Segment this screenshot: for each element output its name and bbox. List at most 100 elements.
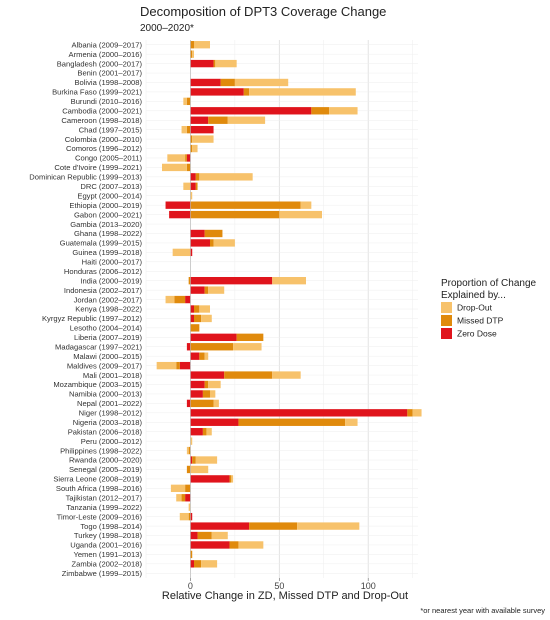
bar-missed-dtp-madagascar-1997-2021: [190, 343, 234, 351]
y-tick-label: Pakistan (2006–2018): [68, 427, 143, 436]
bar-missed-dtp-maldives-2009-2017: [176, 361, 180, 370]
bar-missed-dtp-india-2000-2019: [188, 277, 191, 285]
bar-drop-out-indonesia-2002-2017: [208, 286, 225, 294]
bar-missed-dtp-cameroon-1998-2018: [208, 116, 228, 124]
y-tick-label: Liberia (2007–2019): [74, 333, 142, 342]
bar-zero-dose-kyrgyz-republic-1997-2012: [190, 314, 194, 323]
y-tick-label: Guatemala (1999–2015): [60, 239, 143, 248]
x-axis-label: Relative Change in ZD, Missed DTP and Dr…: [162, 590, 408, 602]
y-tick-label: Chad (1997–2015): [79, 125, 143, 134]
bar-drop-out-mali-2001-2018: [272, 371, 301, 379]
legend-swatch-drop-out: [441, 302, 452, 313]
bar-drop-out-maldives-2009-2017: [156, 361, 177, 370]
y-tick-label: Colombia (2000–2010): [65, 135, 143, 144]
legend-title: Explained by...: [441, 290, 506, 301]
bar-drop-out-chad-1997-2015: [181, 125, 187, 134]
y-tick-label: South Africa (1998–2016): [56, 484, 143, 493]
y-tick-label: Dominican Republic (1999–2013): [29, 173, 142, 182]
bar-drop-out-guatemala-1999-2015: [213, 239, 235, 247]
y-tick-label: Namibia (2000–2013): [69, 390, 143, 399]
bar-drop-out-niger-1998-2012: [412, 409, 422, 417]
y-tick-label: Philippines (1998–2022): [60, 446, 142, 455]
y-tick-label: Senegal (2005–2019): [69, 465, 143, 474]
bar-zero-dose-drc-2007-2013: [190, 182, 196, 190]
bar-zero-dose-india-2000-2019: [190, 277, 273, 285]
bar-zero-dose-burkina-faso-1999-2021: [190, 88, 244, 96]
y-tick-label: Ghana (1998–2022): [74, 229, 142, 238]
bar-drop-out-jordan-2002-2017: [165, 295, 175, 304]
y-tick-label: Malawi (2000–2015): [73, 352, 142, 361]
bar-missed-dtp-jordan-2002-2017: [174, 295, 186, 304]
bars: [156, 40, 422, 578]
bar-missed-dtp-bangladesh-2000-2017: [213, 59, 216, 68]
bar-zero-dose-madagascar-1997-2021: [186, 343, 191, 351]
bar-drop-out-dominican-republic-1999-2013: [199, 173, 253, 181]
bar-missed-dtp-zambia-2002-2018: [194, 560, 202, 568]
legend-swatch-missed-dtp: [441, 315, 452, 326]
y-tick-label: Albania (2009–2017): [71, 40, 142, 49]
bar-drop-out-armenia-2000-2016: [192, 50, 194, 58]
bar-zero-dose-congo-2005-2011: [186, 154, 191, 162]
bar-drop-out-kyrgyz-republic-1997-2012: [201, 314, 212, 323]
bar-zero-dose-mozambique-2003-2015: [190, 380, 205, 389]
bar-missed-dtp-chad-1997-2015: [186, 125, 191, 134]
y-tick-label: Armenia (2000–2016): [69, 50, 143, 59]
bar-missed-dtp-kenya-1998-2022: [194, 305, 200, 313]
bar-drop-out-guinea-1999-2018: [172, 248, 191, 257]
bar-missed-dtp-cambodia-2000-2021: [311, 107, 330, 115]
bar-drop-out-india-2000-2019: [272, 277, 306, 285]
x-tick-label: 50: [274, 581, 284, 591]
legend-label-drop-out: Drop-Out: [457, 303, 493, 313]
bar-drop-out-tajikistan-2012-2017: [176, 494, 182, 502]
y-tick-label: Zimbabwe (1999–2015): [62, 569, 143, 578]
y-tick-label: Nepal (2001–2022): [77, 399, 142, 408]
y-tick-label: Niger (1998–2012): [79, 409, 143, 418]
y-tick-label: Cameroon (1998–2018): [61, 116, 142, 125]
bar-drop-out-pakistan-2006-2018: [206, 428, 212, 436]
bar-zero-dose-togo-1998-2014: [190, 522, 250, 530]
y-tick-label: Honduras (2006–2012): [64, 267, 143, 276]
y-tick-label: Lesotho (2004–2014): [70, 324, 143, 333]
y-tick-label: Sierra Leone (2008–2019): [53, 475, 142, 484]
bar-missed-dtp-yemen-1991-2013: [190, 550, 193, 559]
bar-missed-dtp-liberia-2007-2019: [236, 333, 264, 341]
bar-drop-out-uganda-2001-2016: [238, 541, 264, 549]
bar-drop-out-ethiopia-2000-2019: [300, 201, 312, 209]
y-tick-label: Kyrgyz Republic (1997–2012): [42, 314, 143, 323]
legend-title: Proportion of Change: [441, 278, 537, 289]
y-tick-label: Indonesia (2002–2017): [64, 286, 143, 295]
bar-missed-dtp-burkina-faso-1999-2021: [243, 88, 250, 96]
bar-missed-dtp-guatemala-1999-2015: [210, 239, 214, 247]
bar-missed-dtp-malawi-2000-2015: [199, 352, 205, 360]
bar-zero-dose-nepal-2001-2022: [186, 399, 191, 408]
y-tick-label: Bolivia (1998–2008): [74, 78, 142, 87]
bar-drop-out-senegal-2005-2019: [190, 465, 209, 474]
bar-drop-out-colombia-2000-2010: [192, 135, 214, 143]
y-tick-label: Congo (2005–2011): [75, 154, 142, 163]
y-tick-label: Mozambique (2003–2015): [53, 380, 142, 389]
bar-drop-out-cameroon-1998-2018: [227, 116, 266, 124]
bar-drop-out-peru-2000-2012: [190, 437, 193, 445]
bar-missed-dtp-philippines-1998-2022: [188, 446, 191, 455]
bar-drop-out-bolivia-1998-2008: [234, 78, 289, 87]
y-tick-label: Egypt (2000–2014): [77, 191, 142, 200]
bar-drop-out-turkey-1998-2018: [211, 531, 228, 540]
bar-missed-dtp-burundi-2010-2016: [186, 97, 191, 106]
y-tick-label: Peru (2000–2012): [81, 437, 143, 446]
bar-zero-dose-namibia-2000-2013: [190, 390, 203, 398]
bar-drop-out-madagascar-1997-2021: [233, 343, 262, 351]
legend-swatch-zero-dose: [441, 328, 452, 339]
y-tick-label: Jordan (2002–2017): [74, 295, 143, 304]
x-tick-label: 0: [188, 581, 193, 591]
bar-zero-dose-jordan-2002-2017: [185, 295, 191, 304]
bar-zero-dose-liberia-2007-2019: [190, 333, 237, 341]
bar-zero-dose-mali-2001-2018: [190, 371, 225, 379]
bar-drop-out-egypt-2000-2014: [190, 192, 193, 200]
bar-zero-dose-maldives-2009-2017: [179, 361, 191, 370]
bar-zero-dose-chad-1997-2015: [190, 125, 214, 134]
y-tick-label: Comoros (1996–2012): [66, 144, 142, 153]
bar-missed-dtp-armenia-2000-2016: [190, 50, 193, 58]
